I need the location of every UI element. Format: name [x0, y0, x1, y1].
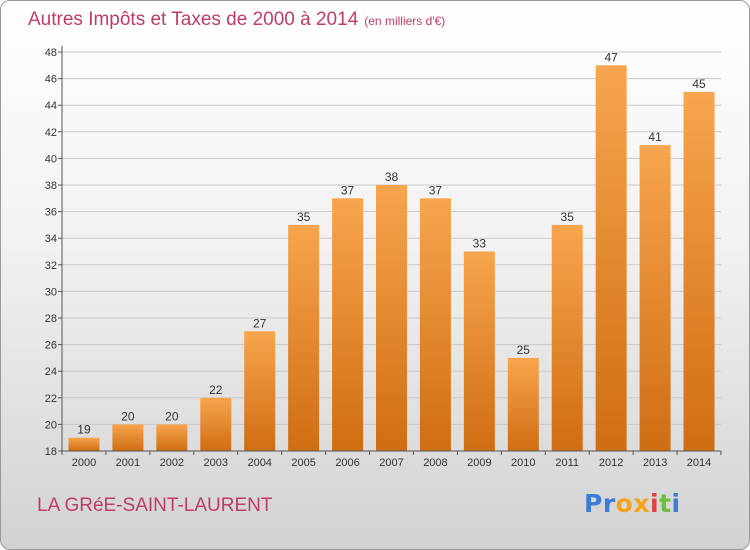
x-tick-label: 2004 [247, 457, 271, 469]
y-tick-label: 44 [45, 100, 57, 112]
chart-unit-note: (en milliers d'€) [364, 14, 446, 28]
bar-value-label: 41 [648, 130, 662, 144]
y-tick-label: 28 [45, 313, 57, 325]
chart-title: Autres Impôts et Taxes de 2000 à 2014 (en… [28, 9, 445, 31]
bar-value-label: 27 [253, 316, 267, 330]
y-tick-label: 42 [45, 127, 57, 139]
bar [639, 145, 671, 451]
y-tick-label: 34 [45, 233, 57, 245]
bar [507, 357, 539, 451]
bar [68, 437, 100, 451]
logo-letter: P [584, 489, 603, 518]
bar-value-label: 37 [429, 183, 443, 197]
bar [200, 397, 232, 451]
logo-letter: r [602, 489, 616, 518]
x-tick-label: 2013 [643, 457, 667, 469]
proxiti-logo[interactable]: Proxiti [584, 489, 681, 518]
bar [288, 224, 320, 451]
x-tick-label: 2011 [555, 457, 579, 469]
logo-letter: i [650, 489, 660, 518]
bar-value-label: 47 [604, 50, 618, 64]
bar [463, 251, 495, 451]
x-tick-label: 2007 [379, 457, 403, 469]
logo-letter: x [633, 489, 650, 518]
axes [58, 46, 722, 455]
bars [68, 65, 715, 452]
x-tick-label: 2000 [72, 457, 96, 469]
bar-value-label: 35 [297, 210, 311, 224]
x-tick-label: 2006 [335, 457, 359, 469]
x-tick-label: 2014 [687, 457, 711, 469]
y-tick-label: 40 [45, 153, 57, 165]
bar-value-label: 22 [209, 383, 223, 397]
x-tick-label: 2005 [291, 457, 315, 469]
bar [376, 185, 407, 451]
bar [419, 198, 451, 451]
y-tick-label: 36 [45, 207, 57, 219]
bar-value-label: 19 [77, 423, 91, 437]
x-tick-label: 2001 [116, 457, 140, 469]
bar [332, 198, 364, 451]
bar-value-label: 25 [517, 343, 531, 357]
x-tick-label: 2009 [467, 457, 491, 469]
bar [551, 224, 583, 451]
bar-value-label: 38 [385, 170, 399, 184]
y-tick-label: 48 [45, 47, 57, 59]
y-tick-label: 32 [45, 260, 57, 272]
x-tick-label: 2008 [423, 457, 447, 469]
bar-value-label: 20 [165, 409, 179, 423]
bar [156, 424, 188, 451]
y-tick-label: 38 [45, 180, 57, 192]
y-tick-label: 30 [45, 286, 57, 298]
bar [244, 331, 276, 451]
x-tick-label: 2002 [160, 457, 184, 469]
bar [595, 65, 627, 452]
bar-value-label: 33 [473, 237, 487, 251]
logo-letter: o [615, 489, 634, 518]
bar [683, 91, 715, 452]
y-tick-label: 24 [45, 366, 57, 378]
bar-value-label: 45 [692, 77, 706, 91]
x-tick-label: 2010 [511, 457, 535, 469]
bar-value-label: 20 [121, 409, 135, 423]
commune-name: LA GRéE-SAINT-LAURENT [37, 495, 273, 516]
bar-value-label: 37 [341, 183, 355, 197]
y-tick-label: 26 [45, 340, 57, 352]
bar-value-label: 35 [561, 210, 575, 224]
logo-letter: i [671, 489, 681, 518]
y-tick-label: 20 [45, 419, 57, 431]
x-tick-label: 2003 [204, 457, 228, 469]
x-tick-label: 2012 [599, 457, 623, 469]
logo-letter: t [659, 489, 672, 518]
y-tick-label: 22 [45, 393, 57, 405]
chart-title-text: Autres Impôts et Taxes de 2000 à 2014 [28, 9, 359, 30]
bar [112, 424, 144, 451]
labels: 18 20 22 24 26 28 30 32 34 36 38 40 42 44 46 48 19 2000 20… [45, 47, 712, 469]
y-tick-label: 46 [45, 74, 57, 86]
y-tick-label: 18 [45, 446, 57, 458]
